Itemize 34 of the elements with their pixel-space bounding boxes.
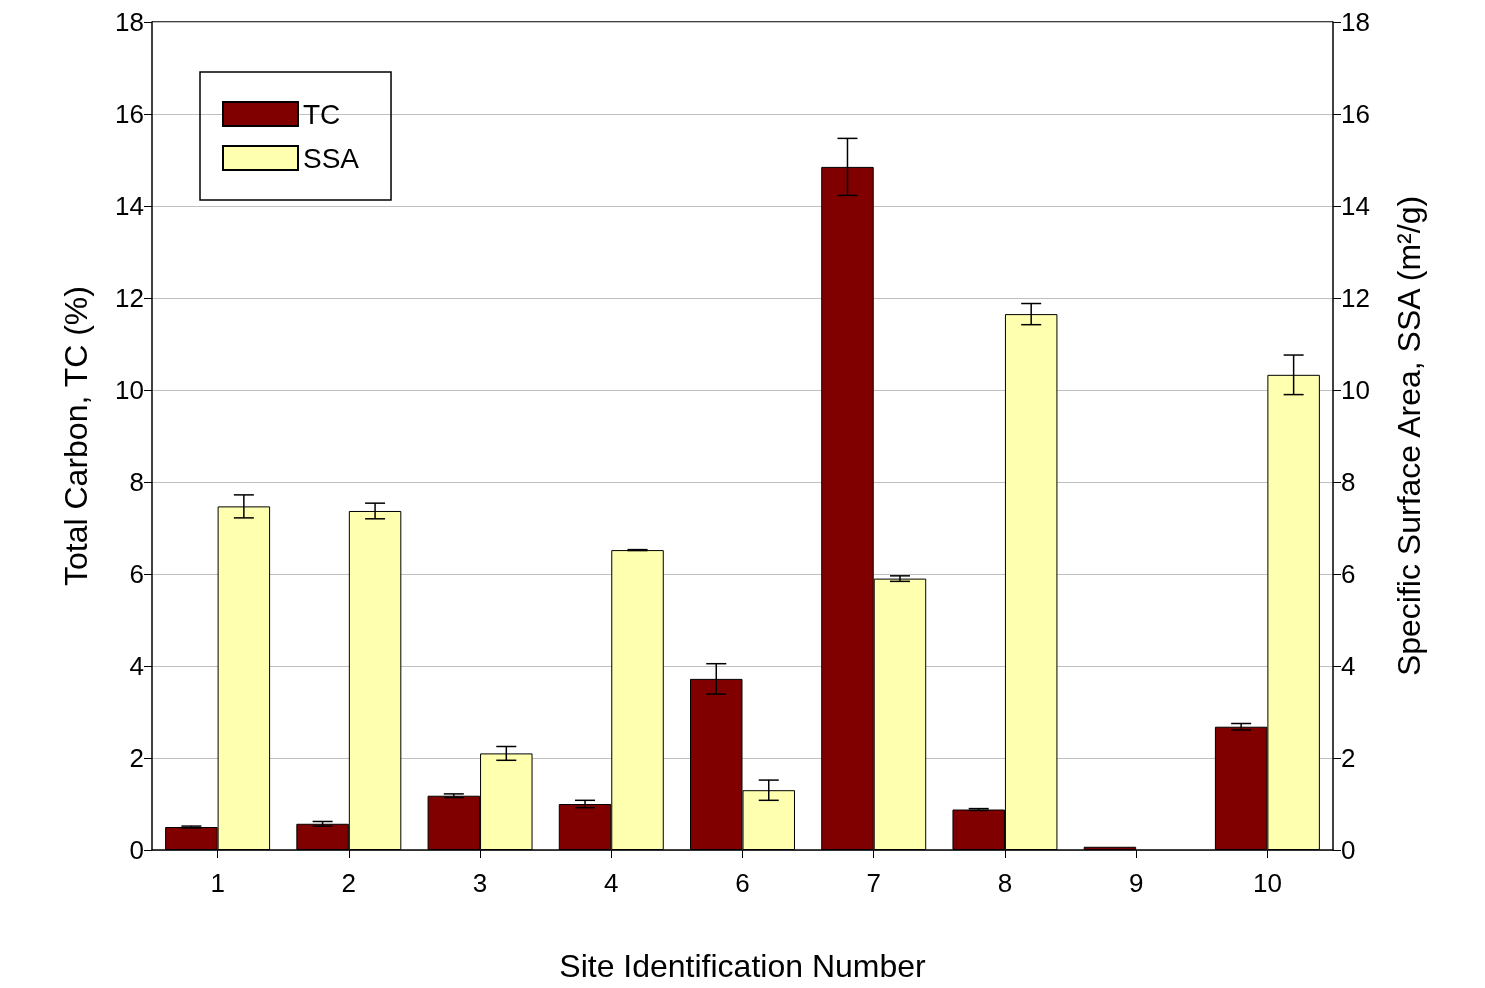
legend-label: TC [303,98,341,130]
y-tick-label: 4 [129,651,144,681]
y2-tick-label: 4 [1341,651,1356,681]
x-tick-label: 1 [210,868,225,898]
x-tick-label: 4 [604,868,619,898]
x-tick-label: 2 [341,868,357,898]
x-tick-label: 7 [866,868,881,898]
y2-tick-label: 6 [1341,559,1356,589]
y2-tick-label: 12 [1341,283,1370,313]
y2-tick-label: 2 [1341,743,1356,773]
y-tick-label: 8 [129,467,144,497]
y-tick-label: 14 [115,191,144,221]
y-tick-label: 18 [115,7,144,37]
y2-tick-label: 14 [1341,191,1370,221]
legend-label: SSA [303,142,360,174]
y2-tick-label: 8 [1341,467,1356,497]
y-tick-label: 16 [115,99,144,129]
y2-tick-label: 0 [1341,835,1356,865]
y-tick-label: 6 [129,559,144,589]
x-tick-label: 6 [735,868,750,898]
x-tick-label: 3 [472,868,488,898]
y-tick-label: 2 [129,743,144,773]
y2-axis-title: Specific Surface Area, SSA (m²/g) [1391,195,1427,677]
y-axis-title: Total Carbon, TC (%) [58,286,94,586]
x-tick-label: 9 [1128,868,1144,898]
x-tick-label: 8 [997,868,1013,898]
x-axis-title: Site Identification Number [559,948,927,984]
y-tick-label: 12 [115,283,144,313]
y-tick-label: 10 [115,375,144,405]
y2-tick-label: 10 [1341,375,1370,405]
y2-tick-label: 16 [1341,99,1370,129]
y-tick-label: 0 [129,835,144,865]
x-tick-label: 10 [1252,868,1282,898]
y2-tick-label: 18 [1341,7,1370,37]
